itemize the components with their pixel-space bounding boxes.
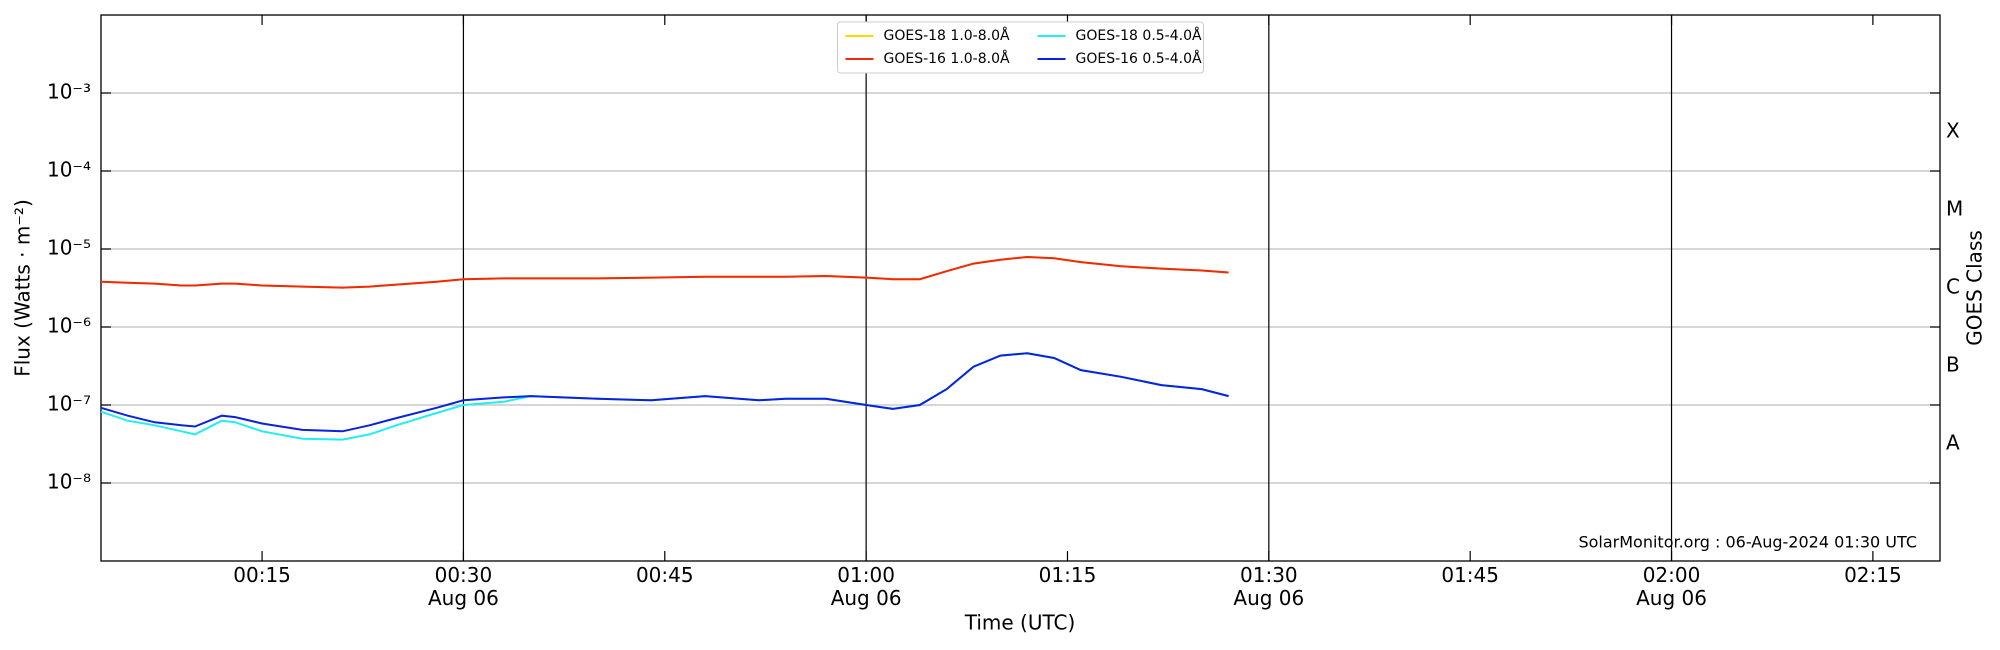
legend-label: GOES-16 1.0-8.0Å xyxy=(884,50,1010,67)
series-line xyxy=(100,255,1229,289)
y2-tick-label: A xyxy=(1946,431,1960,455)
x-tick-label-line: Aug 06 xyxy=(428,586,499,610)
y-axis-label: Flux (Watts · m⁻²) xyxy=(11,199,35,377)
x-tick-label: 00:30 Aug 06 xyxy=(428,563,499,610)
x-tick-label-line: 00:30 xyxy=(435,563,493,587)
y2-tick-label: X xyxy=(1946,119,1960,143)
x-tick-label: 01:00 Aug 06 xyxy=(831,563,902,610)
x-tick-label-line: 01:45 xyxy=(1441,563,1499,587)
x-tick-label-line: 01:30 xyxy=(1240,563,1298,587)
y-tick-label: 10⁻⁶ xyxy=(47,314,91,338)
x-tick-label: 00:45 xyxy=(636,563,694,587)
x-tick-label-line: Aug 06 xyxy=(1636,586,1707,610)
x-tick-label-line: 01:00 xyxy=(837,563,895,587)
x-tick-label-line: Aug 06 xyxy=(1233,586,1304,610)
legend-label: GOES-18 0.5-4.0Å xyxy=(1076,27,1202,44)
y2-tick-label: B xyxy=(1946,353,1960,377)
x-tick-label: 00:15 xyxy=(233,563,291,587)
y-tick-label: 10⁻⁷ xyxy=(47,392,91,416)
y2-tick-label: M xyxy=(1946,197,1963,221)
y-tick-label: 10⁻⁴ xyxy=(47,158,91,182)
x-tick-label-line: 01:15 xyxy=(1039,563,1097,587)
x-axis-label: Time (UTC) xyxy=(964,611,1076,635)
series-line xyxy=(100,255,1229,289)
legend-box xyxy=(837,21,1204,74)
y2-tick-label: C xyxy=(1946,275,1960,299)
legend-label: GOES-18 1.0-8.0Å xyxy=(884,27,1010,44)
x-tick-label: 01:45 xyxy=(1441,563,1499,587)
y-tick-label: 10⁻⁵ xyxy=(47,236,91,260)
series-line xyxy=(100,352,1229,441)
x-tick-label-line: 00:45 xyxy=(636,563,694,587)
x-tick-label: 01:15 xyxy=(1039,563,1097,587)
x-tick-label-line: 00:15 xyxy=(233,563,291,587)
y-tick-label: 10⁻³ xyxy=(47,80,91,104)
y-tick-label: 10⁻⁸ xyxy=(47,470,91,494)
legend-label: GOES-16 0.5-4.0Å xyxy=(1076,50,1202,67)
series-line xyxy=(100,352,1229,433)
x-tick-label: 02:15 xyxy=(1844,563,1902,587)
annotation: SolarMonitor.org : 06-Aug-2024 01:30 UTC xyxy=(1578,533,1917,552)
plot-frame xyxy=(100,14,1941,562)
x-tick-label-line: Aug 06 xyxy=(831,586,902,610)
y2-axis-label: GOES Class xyxy=(1963,230,1987,346)
x-tick-label-line: 02:00 xyxy=(1643,563,1701,587)
x-tick-label: 02:00 Aug 06 xyxy=(1636,563,1707,610)
x-tick-label: 01:30 Aug 06 xyxy=(1233,563,1304,610)
x-tick-label-line: 02:15 xyxy=(1844,563,1902,587)
